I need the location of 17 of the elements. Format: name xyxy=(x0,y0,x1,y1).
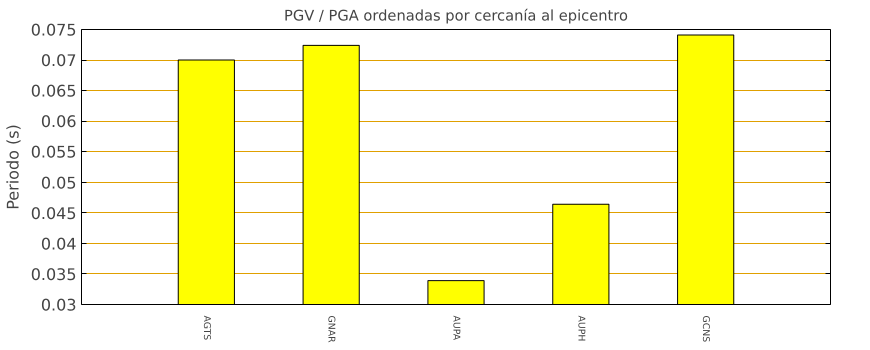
y-tick-label: 0.045 xyxy=(30,204,77,223)
x-tick-label: AGTS xyxy=(200,316,212,340)
y-tick-label: 0.075 xyxy=(30,20,77,40)
x-tick-label: AUPH xyxy=(575,316,586,342)
y-tick-label: 0.05 xyxy=(40,173,76,192)
y-tick-label: 0.065 xyxy=(30,82,77,101)
y-axis-title: Periodo (s) xyxy=(4,124,23,210)
x-tick-label: AUPA xyxy=(450,316,462,341)
chart-title: PGV / PGA ordenadas por cercanía al epicentro xyxy=(284,8,628,24)
y-tick-label: 0.03 xyxy=(40,296,76,314)
y-tick-label: 0.04 xyxy=(40,234,76,254)
x-tick-label: GNAR xyxy=(326,316,337,344)
y-tick-label: 0.06 xyxy=(40,112,76,132)
y-tick-label: 0.035 xyxy=(30,264,77,284)
y-tick-label: 0.055 xyxy=(30,142,77,162)
y-tick-label: 0.07 xyxy=(40,51,76,70)
x-tick-label: GCNS xyxy=(700,316,712,342)
